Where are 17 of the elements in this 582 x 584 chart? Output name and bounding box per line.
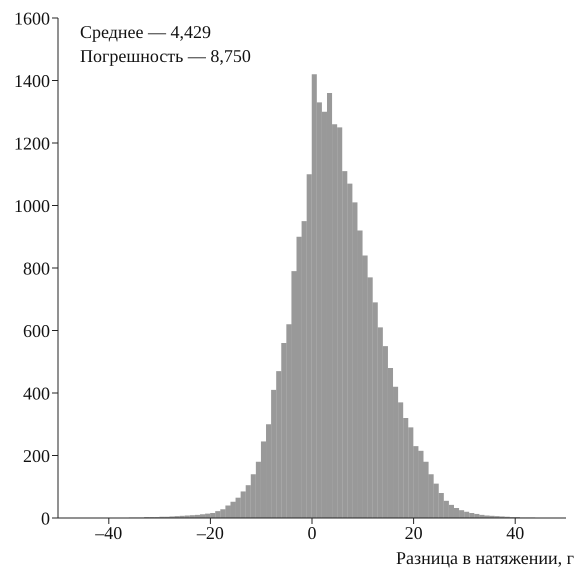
x-tick-label: 40 xyxy=(506,522,524,543)
y-tick-label: 1200 xyxy=(14,133,50,154)
y-tick-label: 1400 xyxy=(14,70,50,91)
x-tick-label: 20 xyxy=(404,522,423,543)
y-tick-label: 800 xyxy=(23,258,50,278)
y-tick-label: 200 xyxy=(23,446,50,466)
annotation: Среднее — 4,429 xyxy=(80,21,212,44)
y-tick-label: 400 xyxy=(23,383,50,404)
x-tick-label: –20 xyxy=(196,522,224,543)
x-tick-label: 0 xyxy=(308,522,316,543)
y-tick-label: 1600 xyxy=(14,8,50,28)
annotation: Погрешность — 8,750 xyxy=(80,45,251,68)
y-tick-label: 0 xyxy=(41,508,50,528)
x-axis-title: Разница в натяжении, г xyxy=(396,548,574,568)
y-tick-label: 600 xyxy=(23,320,50,341)
x-tick-label: –40 xyxy=(94,522,122,543)
y-tick-label: 1000 xyxy=(14,196,50,216)
